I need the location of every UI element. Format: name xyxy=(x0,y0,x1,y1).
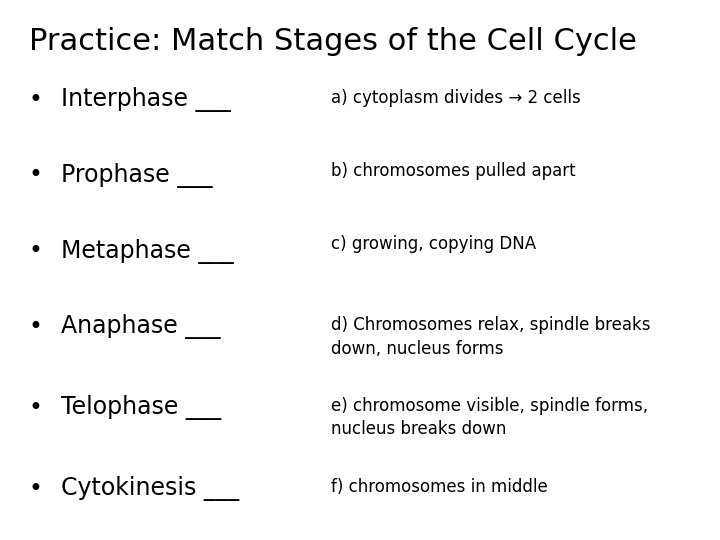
Text: •: • xyxy=(29,88,42,112)
Text: d) Chromosomes relax, spindle breaks
down, nucleus forms: d) Chromosomes relax, spindle breaks dow… xyxy=(331,316,651,357)
Text: c) growing, copying DNA: c) growing, copying DNA xyxy=(331,235,536,253)
Text: Metaphase ___: Metaphase ___ xyxy=(61,239,234,264)
Text: Prophase ___: Prophase ___ xyxy=(61,163,212,188)
Text: Anaphase ___: Anaphase ___ xyxy=(61,314,221,339)
Text: e) chromosome visible, spindle forms,
nucleus breaks down: e) chromosome visible, spindle forms, nu… xyxy=(331,397,648,438)
Text: •: • xyxy=(29,164,42,187)
Text: •: • xyxy=(29,239,42,263)
Text: Cytokinesis ___: Cytokinesis ___ xyxy=(61,476,239,501)
Text: •: • xyxy=(29,396,42,420)
Text: a) cytoplasm divides → 2 cells: a) cytoplasm divides → 2 cells xyxy=(331,89,581,107)
Text: •: • xyxy=(29,315,42,339)
Text: Interphase ___: Interphase ___ xyxy=(61,87,231,112)
Text: b) chromosomes pulled apart: b) chromosomes pulled apart xyxy=(331,162,576,180)
Text: f) chromosomes in middle: f) chromosomes in middle xyxy=(331,478,548,496)
Text: Practice: Match Stages of the Cell Cycle: Practice: Match Stages of the Cell Cycle xyxy=(29,27,636,56)
Text: •: • xyxy=(29,477,42,501)
Text: Telophase ___: Telophase ___ xyxy=(61,395,221,420)
